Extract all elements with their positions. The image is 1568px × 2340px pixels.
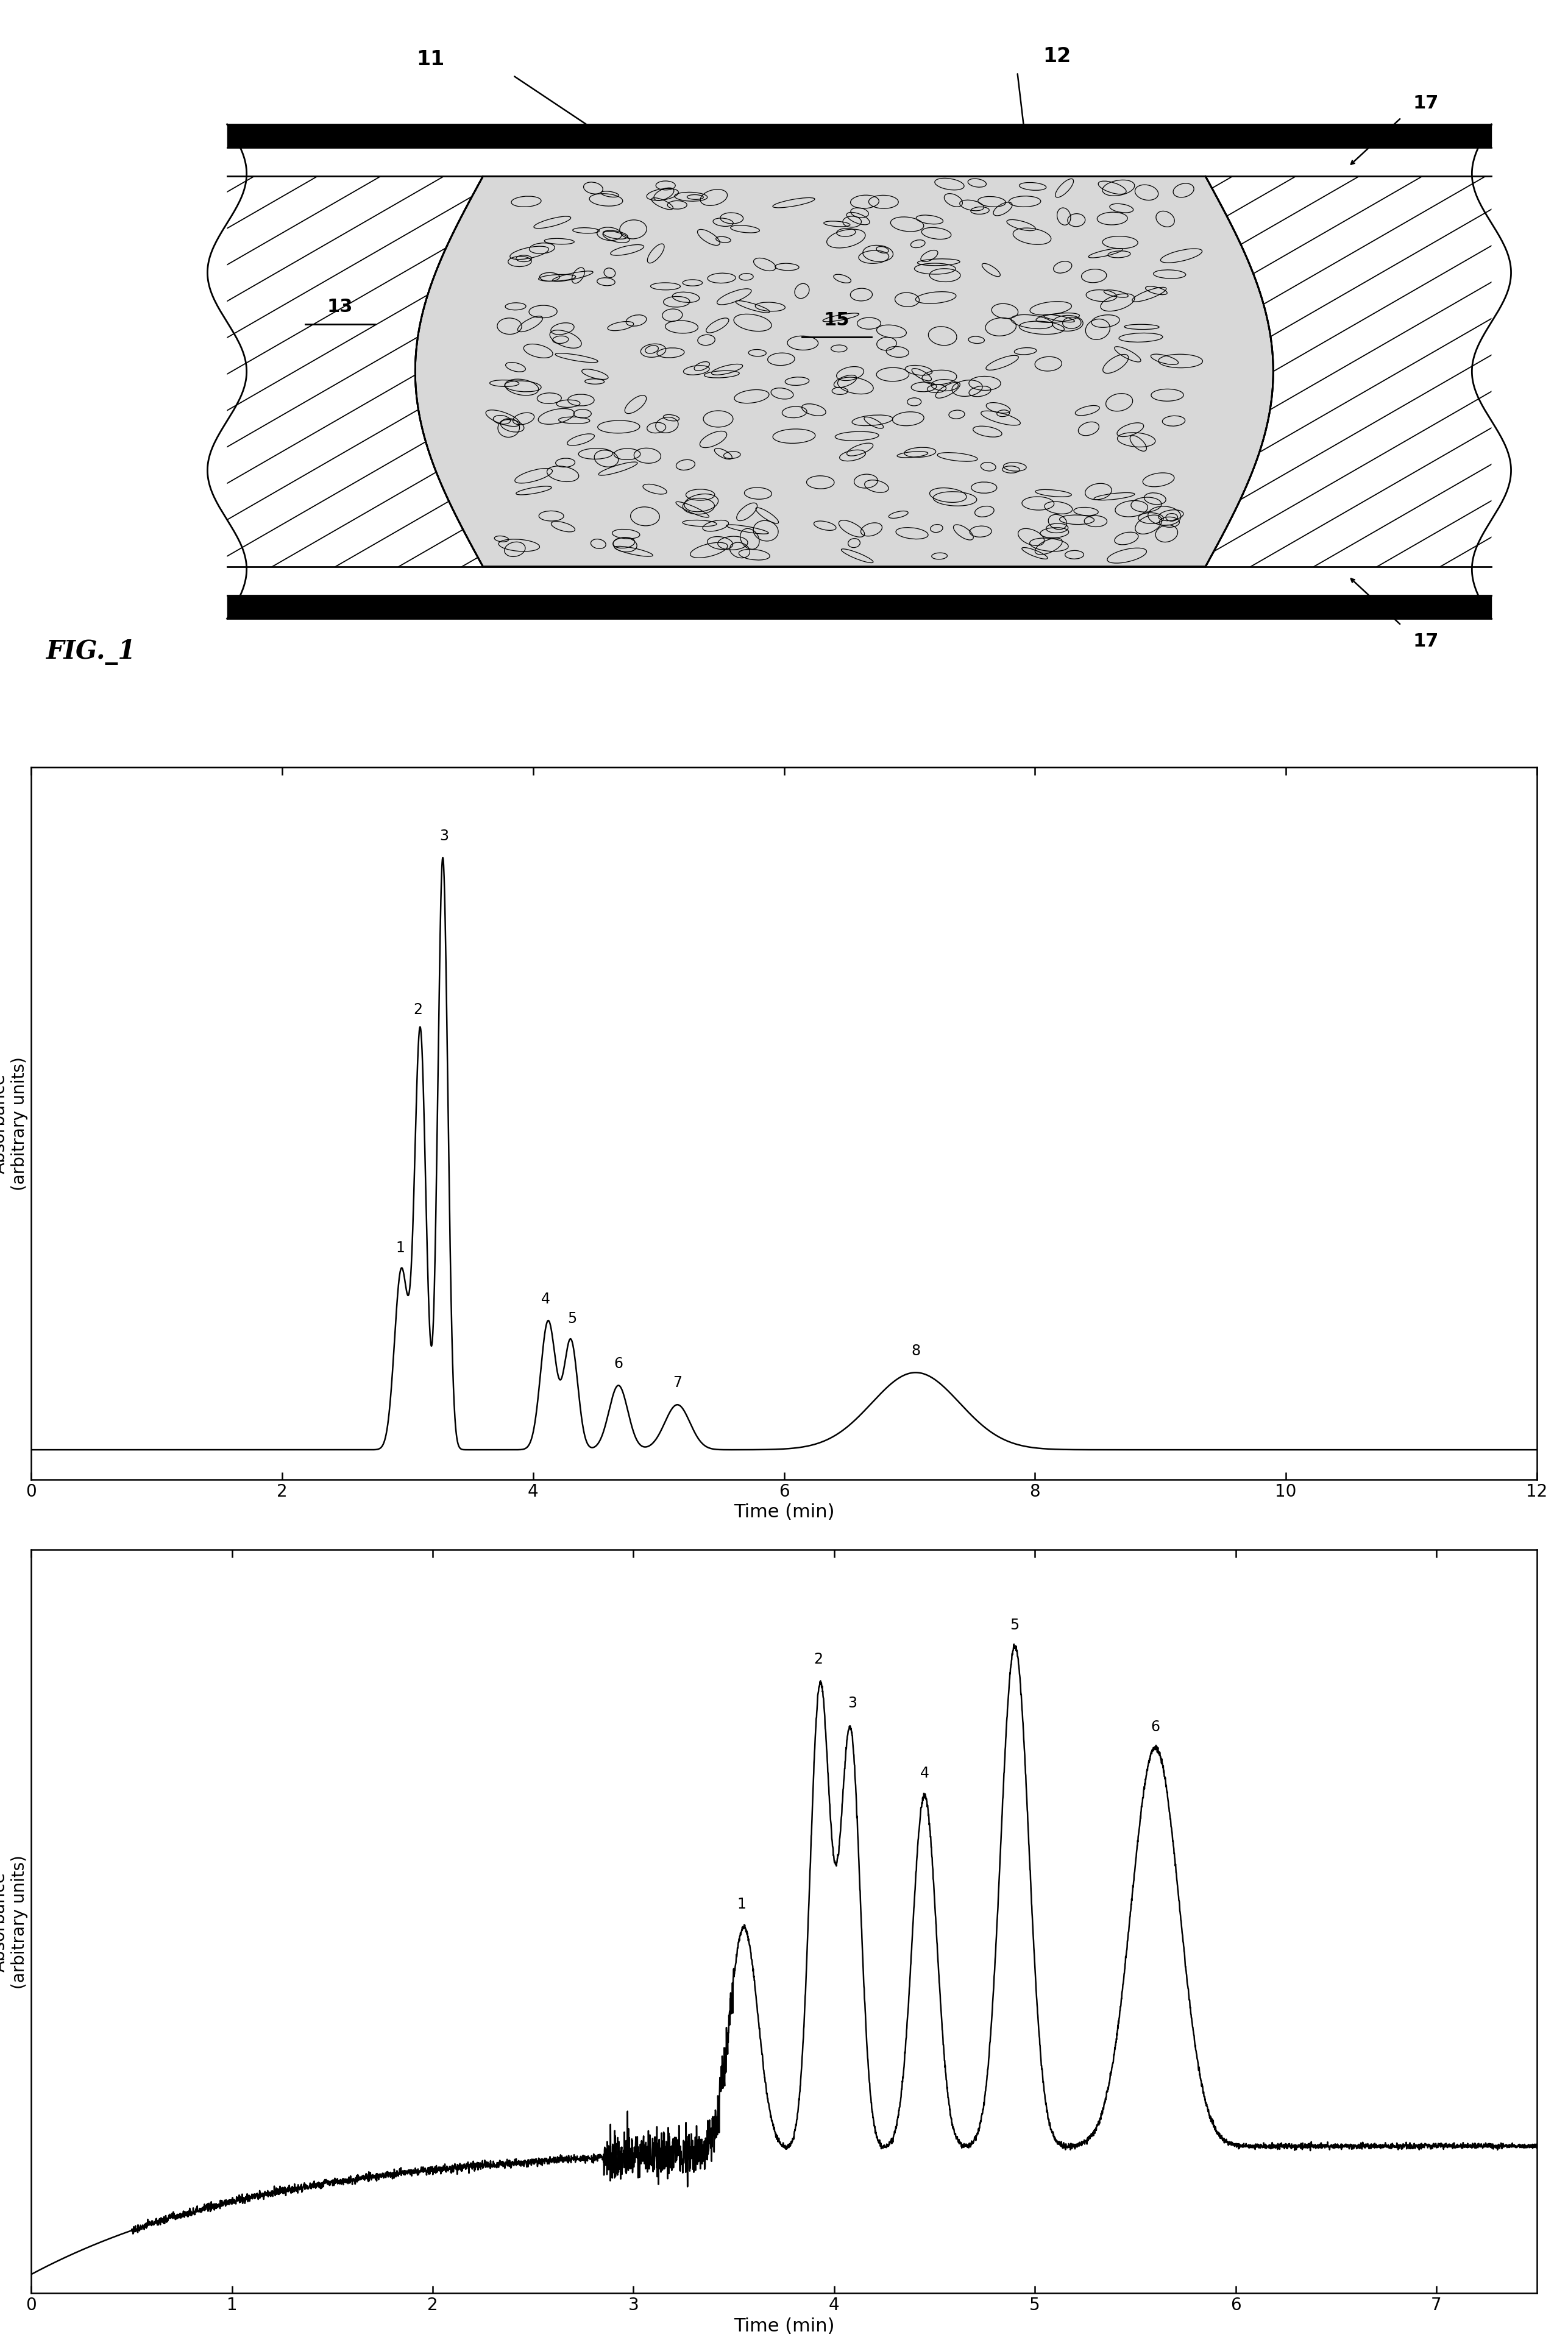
Text: 8: 8 [911, 1343, 920, 1357]
Text: 12: 12 [1043, 47, 1071, 66]
Text: FIG._1: FIG._1 [47, 639, 136, 665]
Text: 17: 17 [1413, 94, 1439, 112]
Text: 13: 13 [328, 297, 353, 316]
Text: 3: 3 [439, 828, 448, 842]
Text: 7: 7 [673, 1376, 682, 1390]
Text: 2: 2 [814, 1652, 823, 1666]
Text: 5: 5 [568, 1310, 577, 1324]
PathPatch shape [1206, 178, 1491, 566]
Text: 15: 15 [823, 311, 850, 330]
PathPatch shape [227, 178, 483, 566]
Text: 17: 17 [1413, 632, 1439, 651]
Text: 2: 2 [412, 1002, 422, 1016]
Text: 1: 1 [737, 1898, 746, 1912]
Text: 11: 11 [416, 49, 444, 70]
Y-axis label: Absorbance
(arbitrary units): Absorbance (arbitrary units) [0, 1058, 28, 1191]
Text: 6: 6 [1151, 1720, 1160, 1734]
X-axis label: Time (min): Time (min) [734, 2317, 834, 2335]
Text: 5: 5 [1010, 1617, 1019, 1631]
Text: 1: 1 [395, 1240, 405, 1254]
Text: 3: 3 [848, 1696, 856, 1711]
Y-axis label: Absorbance
(arbitrary units): Absorbance (arbitrary units) [0, 1856, 28, 1989]
Text: 6: 6 [613, 1355, 622, 1371]
Text: 4: 4 [541, 1292, 550, 1306]
Text: 4: 4 [920, 1767, 930, 1781]
Polygon shape [416, 178, 1273, 566]
X-axis label: Time (min): Time (min) [734, 1502, 834, 1521]
